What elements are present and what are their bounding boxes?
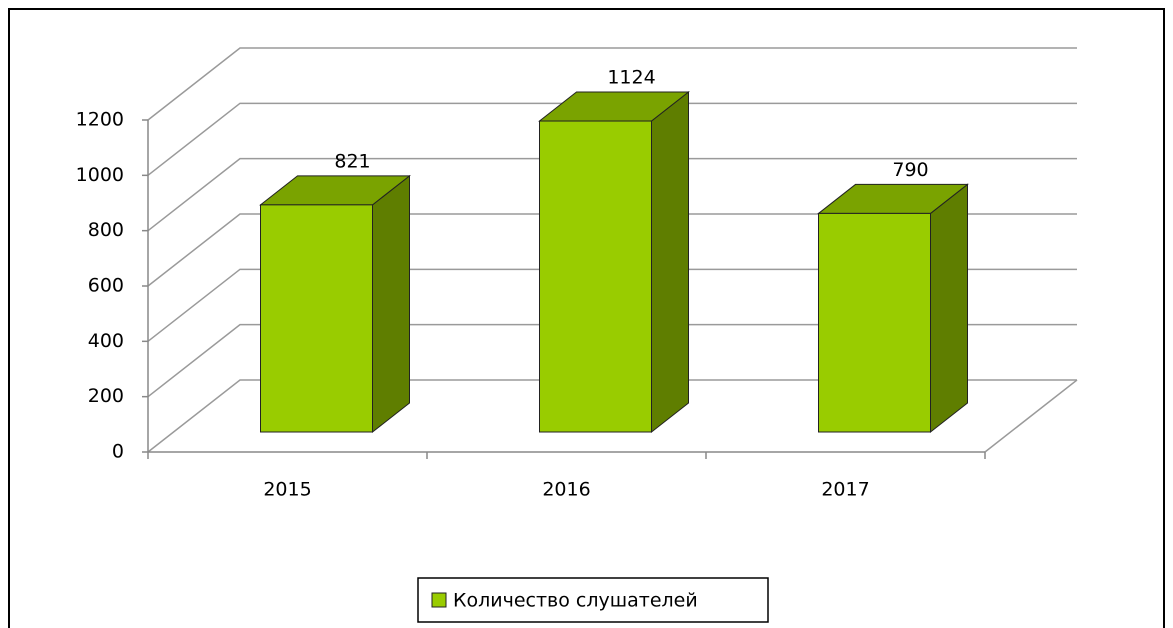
x-tick-label: 2015 <box>263 479 311 501</box>
bar <box>818 212 931 433</box>
bar-side <box>651 90 689 434</box>
x-tick-label: 2016 <box>542 479 590 501</box>
y-tick-label: 400 <box>88 330 124 352</box>
y-tick-label: 1000 <box>76 164 124 186</box>
floor <box>984 379 1078 453</box>
legend-swatch <box>431 592 447 608</box>
grid-line <box>147 268 1077 342</box>
bar-side <box>372 174 410 434</box>
data-label: 1124 <box>607 67 655 89</box>
y-tick-label: 800 <box>88 219 124 241</box>
data-label: 790 <box>892 159 928 181</box>
grid-line <box>147 47 1077 121</box>
legend: Количество слушателей <box>417 577 769 623</box>
legend-label: Количество слушателей <box>453 590 698 612</box>
grid-line <box>147 102 1077 176</box>
y-tick-label: 600 <box>88 275 124 297</box>
bar <box>260 204 373 433</box>
grid-line <box>147 157 1077 232</box>
y-tick-label: 200 <box>88 385 124 407</box>
data-label: 821 <box>334 150 370 172</box>
x-tick-label: 2017 <box>821 479 869 501</box>
grid-line <box>147 213 1077 287</box>
y-tick-label: 1200 <box>76 109 124 131</box>
legend-box <box>417 577 769 623</box>
grid-line <box>147 379 1077 453</box>
grid-line <box>147 323 1077 398</box>
bar-side <box>930 183 968 434</box>
y-tick-label: 0 <box>112 441 124 463</box>
bar <box>539 120 652 433</box>
